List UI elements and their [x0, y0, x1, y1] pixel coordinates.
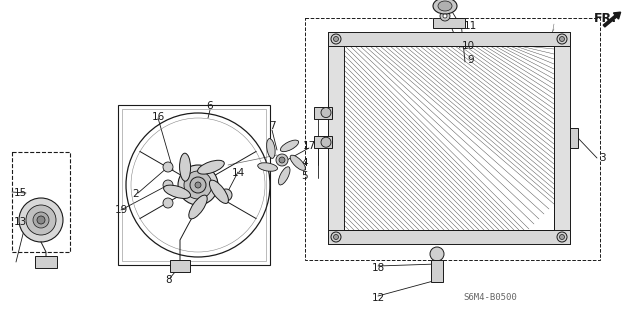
Bar — [35, 256, 57, 268]
Bar — [554, 32, 570, 244]
Bar — [12, 152, 70, 252]
Circle shape — [163, 162, 173, 172]
Circle shape — [178, 165, 218, 205]
Circle shape — [557, 232, 567, 242]
Circle shape — [279, 157, 285, 163]
Text: 14: 14 — [232, 168, 245, 178]
Bar — [122, 109, 266, 261]
Text: 6: 6 — [207, 101, 213, 111]
Circle shape — [37, 216, 45, 224]
Bar — [170, 260, 190, 272]
Ellipse shape — [198, 160, 224, 174]
FancyArrow shape — [603, 12, 621, 27]
Ellipse shape — [209, 180, 228, 204]
Circle shape — [163, 198, 173, 208]
Bar — [328, 230, 570, 244]
Circle shape — [19, 198, 63, 242]
Text: 8: 8 — [165, 275, 172, 285]
Text: 13: 13 — [14, 217, 28, 227]
Circle shape — [443, 14, 447, 18]
Bar — [433, 18, 465, 28]
Text: 18: 18 — [372, 263, 385, 273]
Text: 11: 11 — [464, 21, 477, 31]
Bar — [314, 136, 332, 148]
Circle shape — [220, 189, 232, 201]
Circle shape — [33, 212, 49, 228]
Circle shape — [440, 11, 450, 21]
Ellipse shape — [433, 0, 457, 14]
Text: S6M4-B0500: S6M4-B0500 — [463, 293, 517, 302]
Bar — [328, 32, 344, 244]
Text: 7: 7 — [269, 121, 275, 131]
Circle shape — [331, 34, 341, 44]
Bar — [314, 107, 332, 119]
Ellipse shape — [438, 1, 452, 11]
Circle shape — [276, 154, 288, 166]
Text: 12: 12 — [372, 293, 385, 303]
Circle shape — [557, 34, 567, 44]
Text: 9: 9 — [467, 55, 474, 65]
Circle shape — [163, 180, 173, 190]
Text: 5: 5 — [301, 171, 308, 181]
Bar — [431, 260, 443, 282]
Circle shape — [333, 36, 339, 41]
Circle shape — [430, 247, 444, 261]
Circle shape — [190, 177, 206, 193]
Ellipse shape — [180, 153, 191, 181]
Bar — [305, 18, 600, 260]
Bar — [328, 32, 570, 46]
Bar — [118, 105, 270, 265]
Text: 2: 2 — [132, 189, 139, 199]
Text: 17: 17 — [303, 141, 316, 151]
Text: 3: 3 — [599, 153, 605, 163]
Circle shape — [333, 234, 339, 240]
Ellipse shape — [189, 195, 207, 219]
Ellipse shape — [258, 163, 278, 171]
Text: 19: 19 — [115, 205, 128, 215]
Text: 16: 16 — [152, 112, 165, 122]
Bar — [344, 46, 554, 230]
Ellipse shape — [267, 138, 275, 159]
Circle shape — [321, 137, 331, 147]
Circle shape — [559, 234, 564, 240]
Text: 10: 10 — [462, 41, 475, 51]
Ellipse shape — [290, 155, 305, 170]
Circle shape — [321, 108, 331, 118]
Text: 15: 15 — [14, 188, 28, 198]
Circle shape — [26, 205, 56, 235]
Bar — [570, 128, 578, 148]
Text: 4: 4 — [301, 158, 308, 168]
Circle shape — [195, 182, 201, 188]
Ellipse shape — [164, 185, 191, 198]
Text: FR.: FR. — [594, 11, 617, 25]
Ellipse shape — [278, 167, 290, 185]
Bar — [344, 46, 554, 230]
Circle shape — [559, 36, 564, 41]
Ellipse shape — [280, 140, 299, 152]
Circle shape — [184, 171, 212, 199]
Circle shape — [331, 232, 341, 242]
